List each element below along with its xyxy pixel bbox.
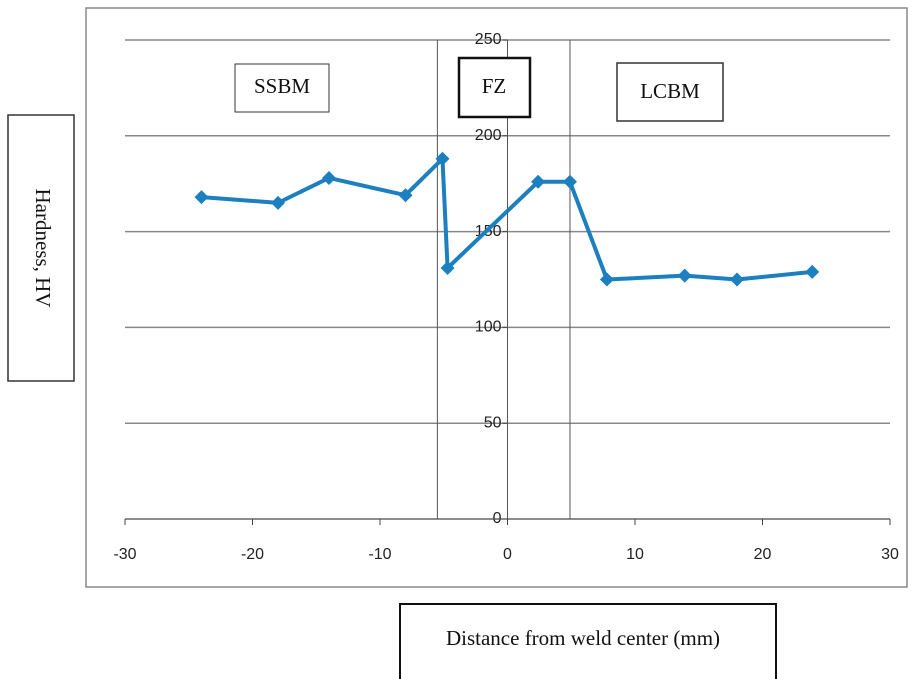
annotation: LCBM <box>640 79 700 103</box>
marker <box>531 174 546 189</box>
marker <box>194 190 209 205</box>
series-line <box>201 156 813 282</box>
x-tick-label: 30 <box>881 546 899 563</box>
chart-frame <box>85 7 908 588</box>
x-tick-label: -10 <box>368 546 391 563</box>
y-tick-label: 50 <box>484 414 502 431</box>
x-label-box <box>399 603 777 679</box>
y-label-box <box>7 114 75 382</box>
marker <box>271 195 285 210</box>
annotation-box <box>457 56 532 119</box>
annotation: SSBM <box>254 74 310 98</box>
y-axis-label: Hardness, HV <box>31 189 55 308</box>
y-tick-label: 100 <box>475 319 502 336</box>
marker <box>322 170 336 185</box>
marker <box>677 268 692 283</box>
y-tick-label: 200 <box>475 127 502 144</box>
annotation: FZ <box>482 74 507 98</box>
marker <box>562 174 577 189</box>
x-tick-label: -20 <box>241 546 264 563</box>
marker <box>599 272 614 287</box>
marker <box>440 261 455 276</box>
x-tick-label: 20 <box>754 546 772 563</box>
x-tick-label: 0 <box>503 546 512 563</box>
annotation-box <box>234 63 330 113</box>
marker <box>730 272 744 287</box>
marker <box>435 151 450 166</box>
marker <box>805 264 820 279</box>
y-tick-label: 250 <box>475 31 502 48</box>
x-tick-label: -30 <box>113 546 136 563</box>
x-axis-label: Distance from weld center (mm) <box>446 626 720 650</box>
annotation-box <box>616 62 724 122</box>
x-tick-label: 10 <box>626 546 644 563</box>
marker <box>398 188 413 203</box>
